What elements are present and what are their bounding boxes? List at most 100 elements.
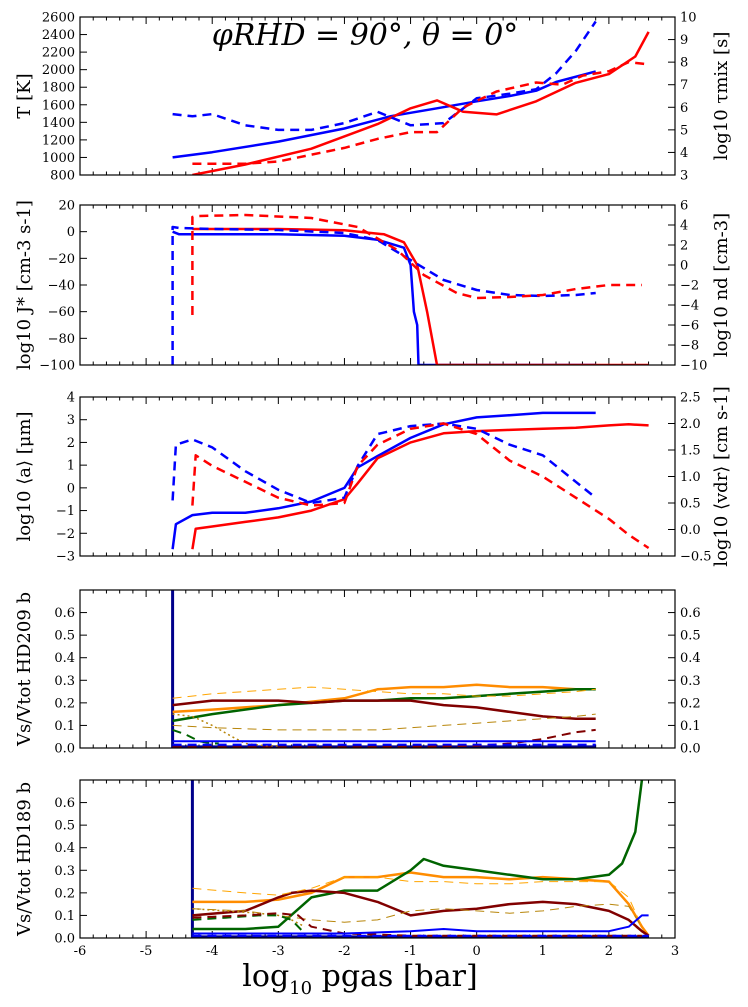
x-tick-label: -4 [206, 944, 219, 959]
y-tick-label: 0.1 [54, 909, 75, 924]
y-tick-label: −100 [39, 359, 75, 374]
y-tick-label: 800 [50, 169, 75, 184]
y-axis-label: log10 J* [cm-3 s-1] [14, 200, 35, 370]
y-tick-label: 0.2 [54, 886, 75, 901]
series-t-hd189-b [192, 31, 650, 175]
y-tick-label: 0.4 [54, 841, 75, 856]
y-tick-label: −60 [48, 305, 75, 320]
y-tick-label: 1200 [42, 133, 75, 148]
series-group [171, 590, 596, 748]
y-right-tick-label: 0.5 [680, 629, 701, 644]
y-right-tick-label: 0 [680, 259, 688, 274]
y-right-tick-label: 1.0 [680, 470, 701, 485]
series-blue-solid [192, 914, 649, 935]
y-tick-label: 2000 [42, 63, 75, 78]
series-navy-spike [171, 590, 596, 748]
panels: 8001000120014001600180020002200240026003… [14, 11, 732, 960]
series-dark-red [192, 889, 650, 937]
y-axis-label: Vs/Vtot HD189 b [14, 782, 35, 937]
y-tick-label: 2200 [42, 46, 75, 61]
y-tick-label: 2400 [42, 28, 75, 43]
x-axis-label-sub: 10 [289, 978, 312, 999]
y-tick-label: −40 [48, 279, 75, 294]
y-tick-label: 4 [67, 391, 75, 406]
series-thin-goldenrod-dashed [172, 713, 596, 731]
series-vdr-hd209-b [171, 422, 597, 505]
series-thin-orange-dashed [172, 686, 596, 699]
y-right-tick-label: 9 [680, 33, 688, 48]
y-right-tick-label: −10 [680, 359, 707, 374]
y-right-tick-label: 4 [680, 146, 688, 161]
panel-volume-fractions-hd189b: -6 -5 -4 -3 -2 -1 0 1 2 3 0.0 0.1 0.2 0.3 0.4 0.5 0.6 Vs/… [14, 779, 679, 959]
y-tick-label: 2600 [42, 11, 75, 26]
y-right-tick-label: −2 [680, 279, 699, 294]
y-right-axis-label: log10 nd [cm-3] [711, 213, 732, 357]
y-right-tick-label: −0.5 [680, 550, 712, 565]
y-right-tick-label: 6 [680, 101, 688, 116]
y-tick-label: 1000 [42, 151, 75, 166]
y-right-tick-label: 0.1 [680, 719, 701, 734]
y-tick-label: −3 [56, 550, 75, 565]
y-tick-label: 0.5 [54, 629, 75, 644]
plot-frame [79, 779, 676, 939]
y-tick-label: −20 [48, 252, 75, 267]
x-tick-label: -5 [140, 944, 153, 959]
series-t-hd209-b [172, 70, 597, 159]
y-right-tick-label: 10 [680, 11, 697, 26]
series-thin-orange-dashed [192, 876, 643, 927]
y-tick-label: 0.6 [54, 606, 75, 621]
y-right-tick-label: 0.0 [680, 523, 701, 538]
y-right-tick-label: 7 [680, 78, 688, 93]
y-right-tick-label: 0.5 [680, 497, 701, 512]
y-tick-label: 1800 [42, 81, 75, 96]
panel-volume-fractions-hd209b: 0.0 0.1 0.2 0.3 0.4 0.5 0.6 0.0 0.1 0.2 0.3 0.4 0.5 0… [14, 589, 701, 757]
series-nd-hd189-b [191, 213, 642, 315]
y-tick-label: 2 [67, 436, 75, 451]
y-right-tick-label: 2 [680, 239, 688, 254]
y-right-tick-label: 0.6 [680, 606, 701, 621]
y-tick-label: 20 [58, 199, 75, 214]
series-j-hd189-b [192, 227, 649, 365]
plot-frame [79, 204, 676, 366]
x-tick-label: -6 [74, 944, 87, 959]
y-right-tick-label: 2.5 [680, 391, 701, 406]
plot-frame [79, 396, 676, 557]
x-tick-label: 3 [671, 944, 679, 959]
series-orange [172, 683, 596, 714]
y-tick-label: 0.3 [54, 674, 75, 689]
y-tick-label: 0.5 [54, 819, 75, 834]
x-tick-label: 1 [539, 944, 547, 959]
panel-nucleation: −100−80−60−40−20020−10−8−6−4−20246log10 … [14, 199, 732, 374]
x-tick-label: 2 [605, 944, 613, 959]
y-axis-label: log10 ⟨a⟩ [μm] [14, 411, 35, 541]
panel-grain-size: −3 −2 −1 0 1 2 3 4 −0.5 0.0 0.5 1.0 1.5 2.0 2.5 log10 ⟨… [14, 386, 732, 567]
series-dark-green [172, 688, 596, 723]
y-tick-label: 0 [67, 225, 75, 240]
series-group [190, 780, 650, 938]
y-tick-label: −1 [56, 504, 75, 519]
y-right-tick-label: 0.3 [680, 674, 701, 689]
y-right-tick-label: −8 [680, 339, 699, 354]
y-axis-label: T [K] [14, 73, 35, 118]
x-tick-label: -1 [404, 944, 417, 959]
series-dark-red-dashed [192, 912, 642, 937]
figure-title: φRHD = 90°, θ = 0° [212, 18, 519, 53]
series-orange [192, 871, 650, 937]
series-dark-green [192, 780, 644, 931]
x-axis-label: log10 pgas [bar] [242, 959, 477, 999]
series-thin-goldenrod-dashed [192, 903, 643, 927]
y-right-tick-label: 8 [680, 56, 688, 71]
y-tick-label: 0 [67, 481, 75, 496]
y-right-tick-label: 3 [680, 169, 688, 184]
y-tick-label: 0.4 [54, 651, 75, 666]
y-right-tick-label: 0.2 [680, 696, 701, 711]
y-right-tick-label: −4 [680, 299, 699, 314]
series-j-hd209-b [172, 230, 596, 365]
series-group [171, 213, 649, 365]
x-tick-label: 0 [473, 944, 481, 959]
y-right-tick-label: 2.0 [680, 417, 701, 432]
y-axis-label: Vs/Vtot HD209 b [14, 592, 35, 747]
y-tick-label: −80 [48, 332, 75, 347]
y-right-tick-label: 1.5 [680, 444, 701, 459]
